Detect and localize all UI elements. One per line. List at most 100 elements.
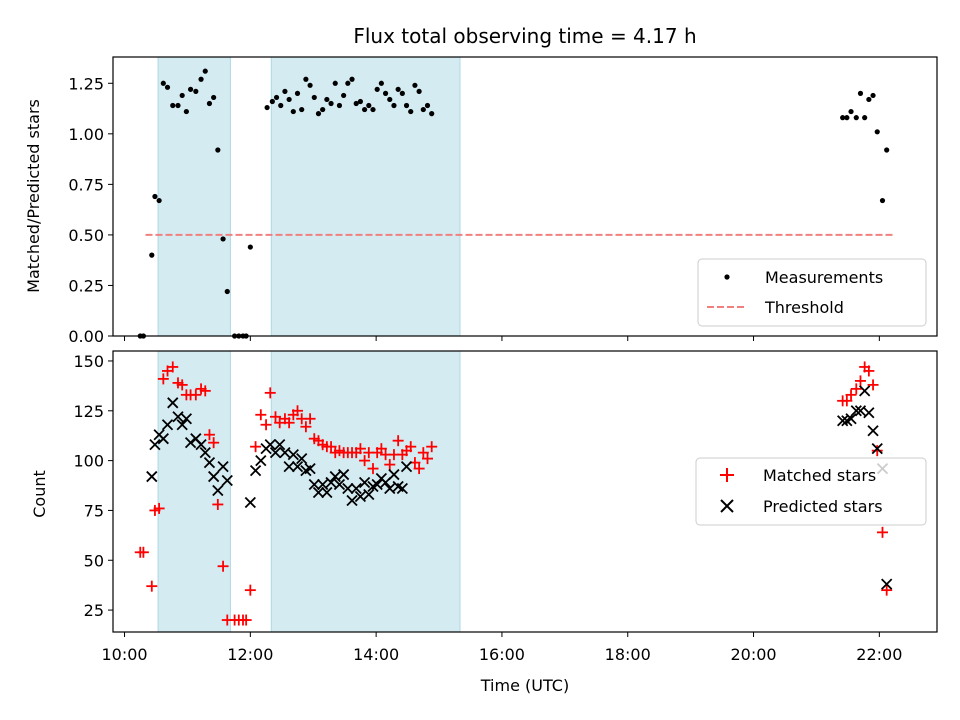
legend-label-predicted-stars: Predicted stars: [763, 497, 883, 516]
point-predicted-stars: [317, 478, 329, 491]
point-measurements: [224, 288, 230, 295]
point-measurements: [202, 68, 208, 74]
point-measurements: [866, 96, 872, 103]
point-measurements: [175, 102, 181, 109]
point-measurements: [399, 90, 405, 96]
point-predicted-stars: [850, 405, 862, 417]
point-matched-stars: [413, 463, 425, 475]
point-predicted-stars: [325, 476, 337, 489]
point-matched-stars: [244, 584, 256, 596]
point-measurements: [387, 96, 393, 103]
point-matched-stars: [841, 395, 853, 407]
point-matched-stars: [325, 441, 337, 453]
point-measurements: [382, 90, 389, 96]
point-matched-stars: [863, 365, 875, 377]
point-measurements: [332, 80, 338, 86]
point-matched-stars: [190, 389, 202, 401]
point-predicted-stars: [346, 494, 358, 507]
point-predicted-stars: [208, 470, 220, 483]
point-predicted-stars: [274, 439, 286, 451]
point-predicted-stars: [157, 433, 169, 445]
point-matched-stars: [203, 429, 215, 441]
y-tick-label: 75: [84, 501, 104, 520]
point-measurements: [286, 96, 292, 103]
point-measurements: [198, 76, 204, 82]
point-matched-stars: [405, 441, 417, 453]
y-tick-label: 0.50: [68, 226, 104, 245]
point-predicted-stars: [363, 488, 375, 501]
point-measurements: [324, 96, 330, 103]
point-measurements: [874, 129, 880, 135]
point-matched-stars: [240, 614, 252, 626]
top-plot-area: [137, 68, 896, 339]
y-tick-label: 100: [73, 452, 104, 471]
point-matched-stars: [137, 546, 149, 558]
point-measurements: [206, 100, 213, 107]
point-predicted-stars: [217, 460, 229, 473]
point-measurements: [412, 82, 418, 88]
point-predicted-stars: [837, 415, 849, 427]
point-measurements: [879, 197, 886, 204]
point-predicted-stars: [859, 385, 871, 397]
point-predicted-stars: [881, 578, 893, 590]
point-measurements: [307, 82, 313, 88]
point-matched-stars: [417, 447, 429, 459]
x-axis-label: Time (UTC): [480, 676, 569, 695]
point-predicted-stars: [321, 486, 333, 499]
series-measurements: [137, 68, 890, 339]
point-measurements: [156, 197, 162, 204]
shaded-interval-1: [157, 56, 231, 337]
point-matched-stars: [367, 463, 379, 475]
point-measurements: [336, 102, 343, 109]
point-measurements: [328, 100, 334, 107]
point-predicted-stars: [279, 447, 291, 459]
point-predicted-stars: [371, 478, 383, 491]
point-measurements: [211, 94, 217, 101]
point-predicted-stars: [863, 407, 875, 419]
point-measurements: [395, 86, 401, 92]
point-measurements: [193, 88, 199, 94]
point-matched-stars: [384, 459, 396, 471]
point-measurements: [282, 88, 288, 94]
shaded-interval-2: [270, 56, 461, 337]
y-tick-label: 50: [84, 551, 104, 570]
top-y-ticks: 0.00 0.25 0.50 0.75 1.00 1.25: [68, 74, 113, 346]
point-predicted-stars: [244, 496, 256, 509]
point-measurements: [299, 106, 305, 113]
point-matched-stars: [359, 455, 371, 467]
point-matched-stars: [300, 421, 312, 433]
point-predicted-stars: [283, 460, 295, 473]
x-tick-label: 16:00: [479, 645, 525, 664]
bottom-y-axis-label: Count: [30, 470, 49, 518]
point-predicted-stars: [287, 448, 299, 461]
x-tick-label: 20:00: [730, 645, 776, 664]
top-axes-frame: [112, 56, 938, 337]
y-tick-label: 150: [73, 352, 104, 371]
point-predicted-stars: [291, 460, 304, 473]
point-measurements: [273, 94, 280, 101]
point-measurements: [320, 106, 326, 113]
point-matched-stars: [854, 375, 866, 387]
x-tick-label: 14:00: [353, 645, 399, 664]
point-predicted-stars: [296, 452, 308, 465]
bottom-legend: Matched stars Predicted stars: [695, 457, 927, 526]
point-matched-stars: [167, 361, 179, 373]
point-predicted-stars: [269, 447, 282, 459]
bottom-plot-area: [134, 361, 893, 626]
point-predicted-stars: [203, 456, 216, 469]
point-matched-stars: [845, 389, 857, 401]
point-predicted-stars: [384, 482, 396, 495]
legend-marker-predicted-stars: [720, 499, 734, 513]
point-predicted-stars: [304, 462, 316, 475]
point-matched-stars: [157, 373, 169, 385]
point-measurements: [187, 86, 194, 92]
point-measurements: [353, 100, 359, 107]
legend-marker-matched-stars: [720, 468, 734, 482]
point-predicted-stars: [350, 482, 362, 495]
legend-label-matched-stars: Matched stars: [763, 466, 876, 485]
point-measurements: [853, 115, 859, 121]
point-measurements: [884, 147, 890, 153]
point-predicted-stars: [249, 464, 262, 477]
point-predicted-stars: [195, 439, 207, 451]
point-predicted-stars: [180, 413, 193, 425]
